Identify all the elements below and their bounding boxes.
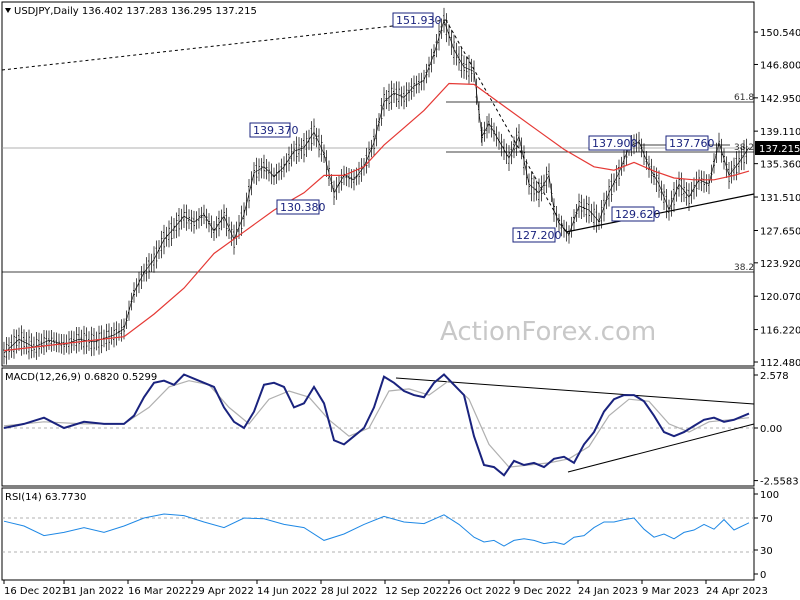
price-tick-label: 131.510	[760, 193, 800, 204]
svg-text:129.620: 129.620	[615, 208, 661, 221]
macd-tick-label: 2.578	[760, 371, 789, 382]
price-label-139370: 139.370	[249, 122, 299, 138]
price-label-130380: 130.380	[276, 199, 326, 215]
date-tick-label: 16 Mar 2022	[128, 586, 191, 597]
date-tick-label: 29 Apr 2022	[192, 586, 254, 597]
macd-header: MACD(12,26,9) 0.6820 0.5299	[5, 372, 157, 383]
rising-support-trendline	[565, 193, 755, 233]
svg-text:137.760: 137.760	[669, 137, 715, 150]
price-label-137760: 137.760	[665, 135, 715, 151]
rsi-tick-label: 30	[760, 546, 773, 557]
dotted-trendline-upper	[1, 19, 447, 71]
chart-header: USDJPY,Daily 136.402 137.283 136.295 137…	[14, 6, 257, 17]
dotted-trendline-down	[445, 19, 567, 233]
price-tick-label: 146.800	[760, 60, 800, 71]
date-tick-label: 12 Sep 2022	[385, 586, 448, 597]
moving-average-line	[3, 82, 750, 352]
date-tick-label: 24 Apr 2023	[706, 586, 768, 597]
price-panel	[1, 1, 755, 367]
date-tick-label: 14 Jun 2022	[257, 586, 317, 597]
price-label-129620: 129.620	[611, 206, 661, 222]
price-tick-label: 142.950	[760, 94, 800, 105]
dropdown-triangle-icon[interactable]	[5, 8, 11, 13]
macd-signal-line	[3, 379, 750, 468]
watermark: ActionForex.com	[440, 317, 656, 347]
macd-trendline-lower	[567, 423, 755, 473]
price-tick-label: 135.360	[760, 160, 800, 171]
macd-axis: 2.578 0.00 -2.5583	[754, 371, 799, 488]
svg-text:137.215: 137.215	[759, 144, 800, 155]
rsi-panel	[1, 487, 755, 581]
price-tick-label: 139.110	[760, 127, 800, 138]
price-tick-label: 127.650	[760, 226, 800, 237]
rsi-tick-label: 100	[760, 490, 779, 501]
price-tick-label: 116.220	[760, 326, 800, 337]
macd-panel	[1, 367, 755, 487]
price-tick-label: 123.920	[760, 259, 800, 270]
svg-text:139.370: 139.370	[253, 124, 299, 137]
price-label-151930: 151.930	[392, 12, 442, 28]
date-tick-label: 9 Mar 2023	[642, 586, 699, 597]
date-tick-label: 9 Dec 2022	[514, 586, 572, 597]
date-tick-label: 28 Jul 2022	[321, 586, 378, 597]
price-label-127200: 127.200	[512, 227, 562, 243]
svg-text:127.200: 127.200	[516, 229, 562, 242]
rsi-tick-label: 0	[760, 570, 766, 581]
date-tick-label: 16 Dec 2021	[4, 586, 68, 597]
svg-text:151.930: 151.930	[396, 14, 442, 27]
rsi-header: RSI(14) 63.7730	[5, 492, 86, 503]
svg-text:130.380: 130.380	[280, 201, 326, 214]
rsi-tick-label: 70	[760, 514, 773, 525]
price-tick-label: 150.540	[760, 28, 800, 39]
fib-label-61-8: 61.8	[734, 93, 754, 103]
macd-tick-label: -2.5583	[760, 477, 799, 488]
macd-trendline-upper	[395, 377, 755, 405]
fib-label-38-2-lower: 38.2	[734, 263, 754, 273]
price-label-137900: 137.900	[588, 135, 638, 151]
macd-line	[3, 373, 750, 477]
svg-text:137.900: 137.900	[592, 137, 638, 150]
price-series	[3, 19, 750, 354]
rsi-line	[3, 513, 750, 547]
price-axis: 150.540 146.800 142.950 139.110 135.360 131.5…	[754, 28, 800, 369]
rsi-axis: 100 70 30 0	[754, 490, 779, 581]
macd-tick-label: 0.00	[760, 424, 782, 435]
last-price-marker: 137.215	[755, 141, 800, 155]
date-tick-label: 31 Jan 2022	[64, 586, 124, 597]
date-tick-label: 26 Oct 2022	[449, 586, 511, 597]
price-tick-label: 120.070	[760, 292, 800, 303]
price-tick-label: 112.480	[760, 358, 800, 369]
date-tick-label: 24 Jan 2023	[578, 586, 638, 597]
